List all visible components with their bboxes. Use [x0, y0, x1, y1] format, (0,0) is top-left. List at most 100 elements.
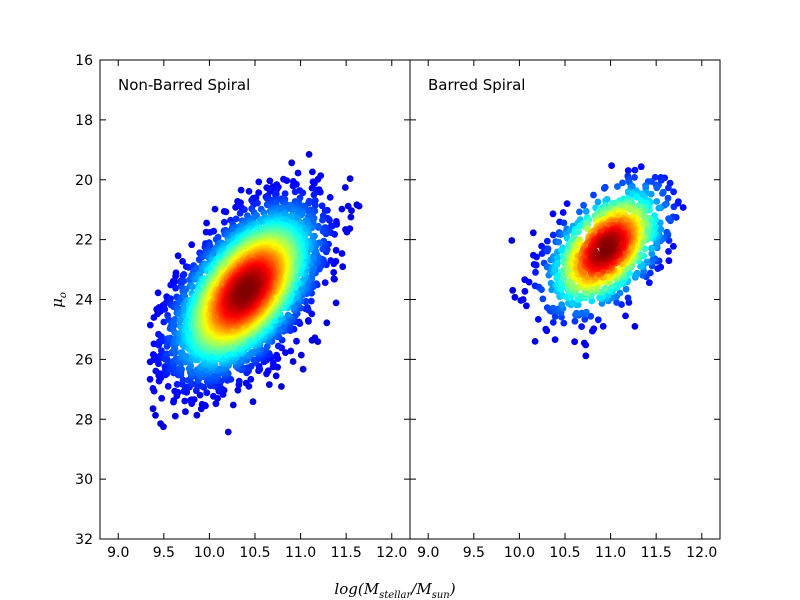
scatter-point [657, 176, 665, 184]
scatter-point [543, 237, 551, 245]
scatter-point [242, 286, 250, 294]
scatter-point [631, 174, 638, 181]
scatter-point [670, 188, 677, 196]
scatter-point [554, 305, 562, 313]
scatter-point [648, 250, 656, 258]
scatter-point [309, 168, 316, 176]
scatter-point [525, 278, 533, 286]
scatter-point [670, 203, 678, 211]
scatter-point [580, 201, 587, 209]
scatter-point [196, 391, 204, 399]
scatter-point [164, 383, 172, 390]
scatter-point [529, 229, 537, 237]
scatter-point [156, 370, 164, 378]
scatter-point [221, 218, 228, 226]
scatter-point [161, 306, 169, 313]
scatter-point [154, 289, 162, 297]
scatter-point [248, 349, 255, 356]
scatter-point [563, 200, 571, 208]
scatter-point [190, 396, 198, 403]
scatter-point [637, 163, 645, 171]
scatter-point [170, 321, 178, 329]
scatter-point [624, 294, 632, 302]
scatter-point [304, 317, 312, 324]
scatter-point [614, 183, 621, 190]
scatter-point [571, 338, 578, 346]
scatter-point [272, 372, 280, 380]
scatter-point [616, 289, 624, 297]
scatter-point [171, 412, 179, 420]
scatter-point [274, 342, 282, 350]
scatter-point [247, 375, 255, 383]
scatter-point [553, 261, 561, 269]
scatter-point [243, 364, 251, 372]
scatter-point [149, 385, 157, 392]
scatter-point [308, 184, 316, 192]
scatter-point [670, 242, 677, 250]
scatter-point [234, 386, 242, 394]
scatter-point [653, 184, 661, 192]
scatter-point [174, 252, 182, 260]
scatter-point [318, 202, 326, 210]
scatter-point [338, 250, 346, 257]
scatter-point [178, 366, 186, 373]
scatter-point [152, 411, 159, 419]
scatter-point [210, 227, 218, 235]
scatter-point [309, 253, 317, 261]
scatter-point [665, 184, 672, 192]
scatter-point [237, 186, 245, 194]
scatter-point [551, 313, 559, 320]
scatter-point [548, 286, 556, 294]
scatter-point [608, 162, 615, 170]
scatter-point [665, 215, 672, 223]
scatter-point [679, 204, 687, 211]
scatter-points-right [508, 162, 687, 360]
scatter-point [288, 159, 296, 167]
scatter-point [327, 257, 335, 264]
scatter-point [181, 397, 189, 405]
scatter-point [594, 198, 602, 206]
scatter-point [575, 228, 582, 236]
scatter-point [594, 316, 602, 324]
scatter-point [551, 267, 559, 274]
scatter-point [173, 380, 181, 388]
scatter-point [613, 299, 620, 306]
scatter-point [232, 203, 240, 211]
scatter-point [341, 184, 349, 191]
scatter-point [281, 190, 289, 198]
scatter-point [626, 206, 634, 213]
scatter-point [332, 246, 340, 254]
scatter-point [307, 297, 315, 305]
scatter-point [549, 210, 557, 218]
scatter-point [291, 188, 299, 196]
scatter-point [326, 194, 334, 201]
scatter-point [641, 245, 649, 253]
scatter-point [531, 338, 539, 345]
scatter-point [599, 322, 607, 330]
scatter-point [347, 213, 355, 221]
scatter-point [224, 428, 232, 436]
scatter-point [559, 209, 567, 216]
scatter-point [633, 269, 641, 277]
scatter-point [289, 304, 297, 311]
scatter-point [342, 226, 349, 233]
scatter-point [551, 336, 559, 343]
scatter-point [622, 312, 629, 320]
scatter-point [539, 295, 547, 303]
scatter-point [543, 247, 551, 255]
scatter-point [665, 257, 673, 265]
scatter-point [172, 272, 180, 280]
scatter-point [655, 204, 663, 212]
scatter-point [283, 177, 291, 185]
scatter-point [573, 309, 580, 317]
scatter-point [319, 216, 326, 224]
scatter-point [319, 245, 327, 253]
scatter-points-left [146, 151, 363, 436]
scatter-point [559, 281, 566, 289]
scatter-point [193, 264, 201, 272]
scatter-point [229, 401, 237, 409]
scatter-point [619, 179, 626, 187]
scatter-point [157, 420, 165, 427]
scatter-point [185, 264, 193, 271]
